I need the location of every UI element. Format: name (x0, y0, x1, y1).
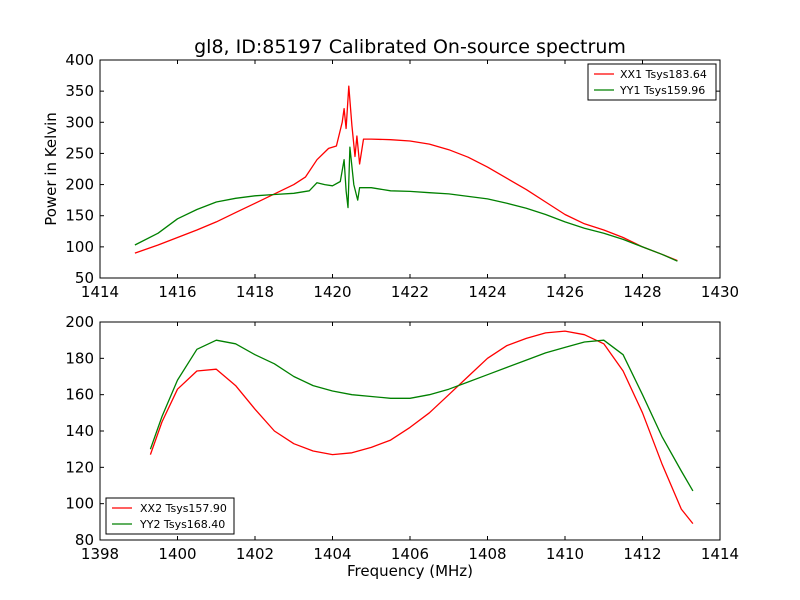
top-legend-box (587, 63, 717, 101)
x-tick-label: 1416 (158, 283, 196, 301)
x-tick-label: 1404 (313, 545, 351, 563)
x-tick-label: 1410 (546, 545, 584, 563)
y-tick-label: 80 (75, 531, 94, 549)
y-tick-label: 140 (65, 422, 94, 440)
x-tick-label: 1426 (546, 283, 584, 301)
bottom-panel: Frequency (MHz) 1398 1400 1402 1404 1406 1408… (65, 313, 739, 580)
y-tick-label: 50 (75, 269, 94, 287)
y-tick-label: 120 (65, 458, 94, 476)
y-tick-label: 250 (65, 144, 94, 162)
y-tick-label: 150 (65, 207, 94, 225)
chart-title: gl8, ID:85197 Calibrated On-source spect… (194, 36, 626, 58)
x-tick-label: 1412 (623, 545, 661, 563)
y-tick-label: 200 (65, 176, 94, 194)
top-panel: Power in Kelvin 1414 1416 1418 1420 1422 1424… (42, 51, 739, 301)
series-line-xx1 (134, 85, 678, 262)
y-tick-label: 180 (65, 349, 94, 367)
legend-label-xx2: XX2 Tsys157.90 (140, 502, 227, 515)
y-tick-label: 100 (65, 238, 94, 256)
bottom-legend-box (105, 497, 235, 535)
bottom-legend: XX2 Tsys157.90 YY2 Tsys168.40 (105, 497, 235, 535)
y-tick-label: 160 (65, 386, 94, 404)
y-tick-label: 300 (65, 113, 94, 131)
x-tick-label: 1414 (81, 283, 119, 301)
x-tick-label: 1414 (701, 545, 739, 563)
series-line-yy2 (149, 339, 694, 492)
x-tick-label: 1408 (468, 545, 506, 563)
top-legend: XX1 Tsys183.64 YY1 Tsys159.96 (587, 63, 717, 101)
top-series-group (134, 85, 678, 262)
series-line-xx2 (149, 330, 694, 525)
x-tick-label: 1428 (623, 283, 661, 301)
y-tick-label: 400 (65, 51, 94, 69)
series-line-yy1 (134, 146, 678, 262)
x-tick-label: 1400 (158, 545, 196, 563)
x-tick-label: 1406 (391, 545, 429, 563)
x-tick-label: 1430 (701, 283, 739, 301)
x-tick-label: 1420 (313, 283, 351, 301)
y-tick-label: 100 (65, 495, 94, 513)
legend-label-yy1: YY1 Tsys159.96 (619, 84, 705, 97)
x-tick-label: 1418 (236, 283, 274, 301)
x-tick-label: 1398 (81, 545, 119, 563)
bottom-series-group (149, 330, 694, 525)
bottom-axis-ticks: 1398 1400 1402 1404 1406 1408 1410 1412 1414 80 10… (65, 313, 739, 563)
x-tick-label: 1424 (468, 283, 506, 301)
legend-label-yy2: YY2 Tsys168.40 (139, 518, 225, 531)
legend-label-xx1: XX1 Tsys183.64 (620, 68, 707, 81)
x-tick-label: 1402 (236, 545, 274, 563)
x-tick-label: 1422 (391, 283, 429, 301)
top-y-axis-label: Power in Kelvin (42, 112, 60, 226)
y-tick-label: 350 (65, 82, 94, 100)
top-axis-ticks: 1414 1416 1418 1420 1422 1424 1426 1428 1430 50 10… (65, 51, 739, 301)
y-tick-label: 200 (65, 313, 94, 331)
bottom-x-axis-label: Frequency (MHz) (347, 562, 473, 580)
